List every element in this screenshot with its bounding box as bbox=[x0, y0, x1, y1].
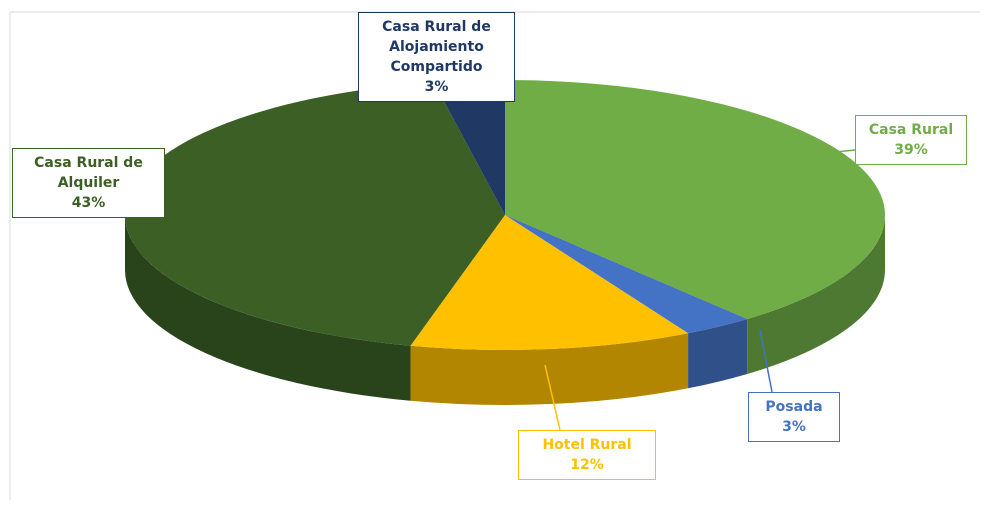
callout-pointer bbox=[834, 149, 856, 153]
label-value: 39% bbox=[894, 142, 928, 158]
slice-side bbox=[747, 215, 885, 375]
slice bbox=[505, 215, 748, 334]
slice bbox=[410, 215, 689, 350]
data-label: Posada 3% bbox=[748, 392, 840, 442]
slice bbox=[433, 80, 505, 215]
label-name: Casa Rural de Alquiler bbox=[34, 155, 143, 191]
callout-pointer bbox=[164, 159, 173, 173]
label-value: 43% bbox=[71, 195, 106, 211]
slice-side bbox=[688, 319, 748, 389]
data-label: Casa Rural de Alojamiento Compartido 3% bbox=[358, 12, 515, 102]
data-label: Hotel Rural 12% bbox=[518, 430, 656, 480]
data-label: Casa Rural 39% bbox=[855, 115, 967, 165]
slice bbox=[124, 82, 505, 346]
slice-side bbox=[125, 215, 411, 401]
slice-side bbox=[410, 333, 689, 405]
label-name: Casa Rural de Alojamiento Compartido bbox=[382, 19, 491, 75]
label-value: 12% bbox=[570, 457, 604, 473]
label-name: Hotel Rural bbox=[542, 437, 632, 453]
callout-pointer bbox=[759, 329, 773, 393]
label-value: 3% bbox=[782, 419, 806, 435]
label-name: Casa Rural bbox=[868, 122, 954, 138]
data-label: Casa Rural de Alquiler 43% bbox=[12, 148, 165, 218]
pie-sides bbox=[125, 215, 885, 405]
label-name: Posada bbox=[765, 399, 823, 415]
callout-pointer bbox=[544, 364, 561, 431]
slice bbox=[505, 80, 886, 320]
label-value: 3% bbox=[424, 79, 449, 95]
